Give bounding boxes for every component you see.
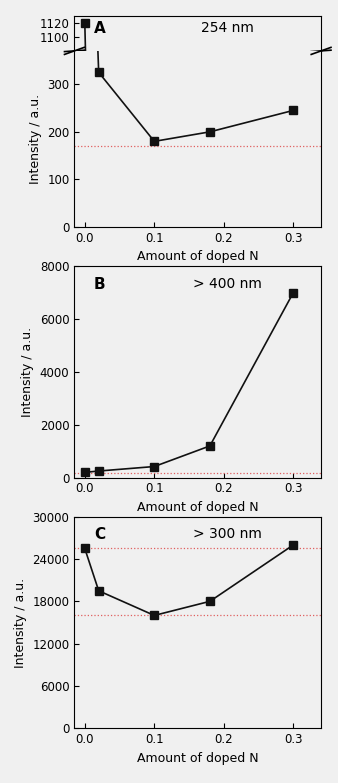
Text: > 400 nm: > 400 nm <box>193 277 262 290</box>
X-axis label: Amount of doped N: Amount of doped N <box>137 501 259 514</box>
Y-axis label: Intensity / a.u.: Intensity / a.u. <box>21 327 34 417</box>
Y-axis label: Intensity / a.u.: Intensity / a.u. <box>29 94 42 184</box>
Y-axis label: Intensity / a.u.: Intensity / a.u. <box>14 577 27 668</box>
Text: C: C <box>94 528 105 543</box>
Text: > 300 nm: > 300 nm <box>193 528 262 541</box>
X-axis label: Amount of doped N: Amount of doped N <box>137 251 259 264</box>
X-axis label: Amount of doped N: Amount of doped N <box>137 752 259 765</box>
Text: B: B <box>94 277 106 292</box>
Text: 254 nm: 254 nm <box>201 21 254 35</box>
Text: A: A <box>94 21 106 36</box>
